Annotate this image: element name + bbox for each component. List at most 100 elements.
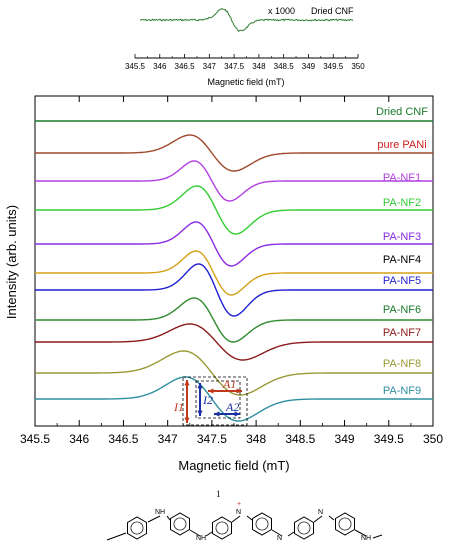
structure-number: 1 [216,489,221,499]
inset-tick-label-4: 347.5 [224,62,245,71]
atom-label-5: NH [361,535,371,542]
i2-label: I2 [202,393,213,407]
main-chart: Dried CNF pure PANi PA-NF1 PA-NF2 PA-NF3 PA-N… [4,95,443,473]
a2-arrow-head-1 [214,411,220,417]
series-label-7: PA-NF6 [383,304,421,316]
bond-0 [106,532,127,541]
series-line-7 [35,297,433,343]
outer-dashed-box [182,376,248,426]
main-tick-label-5: 348 [246,432,266,446]
inset-x-ticks: 345.5 346 346.5 347 347.5 348 348.5 349 349.5 350 [125,54,365,71]
inset-series-group [139,8,354,32]
main-x-ticks: 345.5 346 346.5 347 347.5 348 348.5 349 349.5 350 [20,96,443,446]
inset-tick-label-2: 346.5 [175,62,196,71]
main-x-axis-label: Magnetic field (mT) [178,458,289,473]
series-line-2 [35,160,433,202]
i1-label: I1 [173,400,184,414]
main-tick-label-0: 345.5 [20,432,50,446]
series-line-5 [35,250,433,296]
benzene-ring-5 [335,512,355,536]
inset-chart: 345.5 346 346.5 347 347.5 348 348.5 349 349.5 350… [125,6,365,87]
ring-bond-5 [338,517,352,531]
series-label-0: Dried CNF [376,106,428,118]
inset-legend-label: Dried CNF [311,6,354,16]
main-tick-label-2: 346.5 [108,432,138,446]
benzene-ring-4 [294,516,314,540]
main-tick-label-7: 349 [335,432,355,446]
main-tick-label-8: 349.5 [374,432,404,446]
i2-arrow-head-0 [197,410,203,416]
peak-annotations: I1 I2 A1 A2 [173,376,248,426]
ring-bond-4 [297,521,311,535]
series-line-6 [35,263,433,317]
inset-tick-label-6: 348.5 [274,62,295,71]
i2-arrow-head-1 [197,383,203,389]
bond-6 [246,515,253,521]
series-line-3 [35,185,433,235]
a1-label: A1 [222,377,236,391]
a2-label: A2 [225,400,239,414]
main-tick-label-4: 347.5 [197,432,227,446]
inset-tick-label-8: 349.5 [323,62,344,71]
atom-label-2: N [236,509,241,516]
bond-2 [166,515,171,521]
bond-1 [147,515,161,523]
ring-bond-3 [255,517,269,531]
series-label-2: PA-NF1 [383,172,421,184]
inset-x-axis-label: Magnetic field (mT) [207,77,284,87]
bond-10 [328,515,335,521]
polyaniline-structure: 1 NH NH N N N NH + [106,489,383,542]
radical-cation-mark: + [237,501,241,508]
inset-tick-label-1: 346 [153,62,167,71]
main-tick-label-9: 350 [423,432,443,446]
i1-arrow-head-1 [184,380,190,386]
ring-bond-0 [130,521,144,535]
bond-5 [231,515,241,523]
inset-tick-label-0: 345.5 [125,62,146,71]
series-line-4 [35,221,433,267]
bond-12 [372,534,383,539]
main-tick-label-6: 348.5 [285,432,315,446]
a1-arrow-head-0 [236,388,242,394]
inner-dashed-box [195,380,241,419]
a2-arrow-head-0 [234,411,240,417]
structure-drawing: NH NH N N N NH + [106,501,383,542]
benzene-ring-0 [127,516,147,540]
atom-label-0: NH [155,509,165,516]
benzene-ring-1 [170,512,190,536]
inset-annotation: x 1000 [268,6,295,16]
main-tick-label-1: 346 [69,432,89,446]
series-line-10 [35,376,433,422]
inset-tick-label-7: 349 [302,62,316,71]
series-label-1: pure PANi [377,139,426,151]
bond-3 [189,529,201,537]
i1-arrow-head-0 [184,417,190,423]
a1-arrow-head-1 [208,388,214,394]
bond-8 [287,531,295,537]
benzene-ring-2 [212,516,232,540]
bond-9 [313,515,323,523]
inset-tick-label-3: 347 [203,62,217,71]
inset-tick-label-5: 348 [252,62,266,71]
benzene-ring-3 [252,512,272,536]
bond-7 [271,529,283,537]
series-label-10: PA-NF9 [383,385,421,397]
series-label-9: PA-NF8 [383,358,421,370]
series-line-9 [35,350,433,396]
bond-11 [354,529,367,537]
inset-tick-label-9: 350 [351,62,365,71]
atom-label-3: N [277,535,282,542]
ring-bond-2 [215,521,229,535]
atom-label-1: NH [196,535,206,542]
ring-bond-1 [173,517,187,531]
main-tick-label-3: 347 [158,432,178,446]
main-series-labels: Dried CNF pure PANi PA-NF1 PA-NF2 PA-NF3 PA-N… [376,106,428,397]
series-line-1 [35,134,433,172]
main-series-group [35,120,433,422]
main-y-axis-label: Intensity (arb. units) [4,205,19,319]
series-label-6: PA-NF5 [383,275,421,287]
series-label-5: PA-NF4 [383,254,421,266]
series-label-3: PA-NF2 [383,197,421,209]
series-label-8: PA-NF7 [383,327,421,339]
